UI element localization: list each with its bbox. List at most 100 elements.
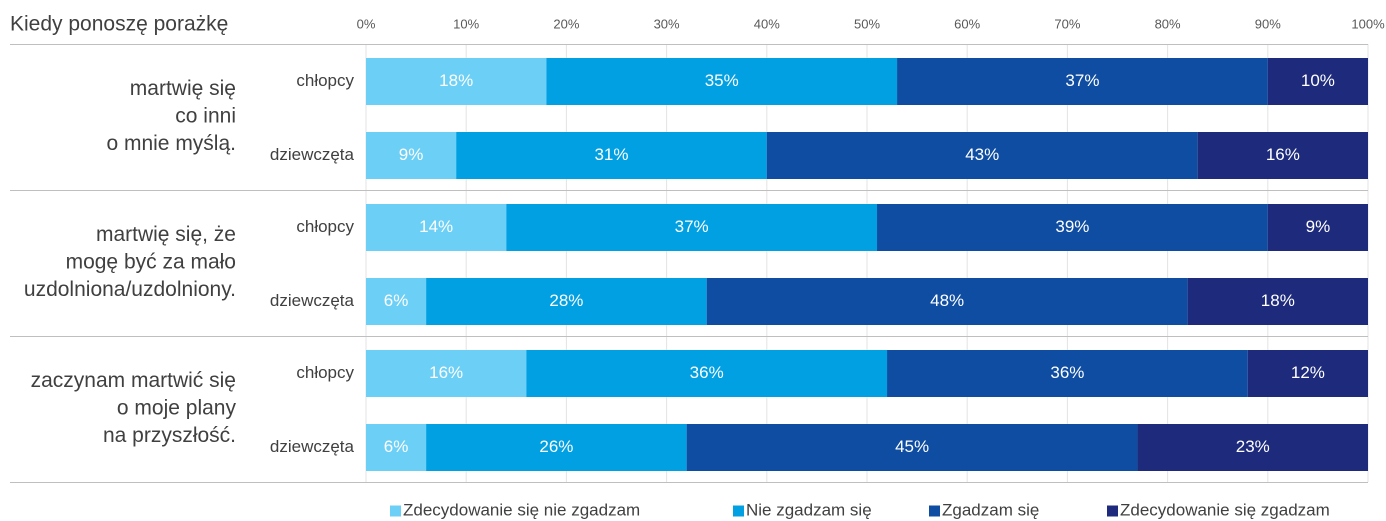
bar-segment — [426, 424, 687, 471]
legend-item: Zdecydowanie się zgadzam — [1107, 500, 1330, 519]
data-label: 9% — [399, 145, 424, 164]
bar-segment — [1267, 204, 1368, 251]
bar-category-label: chłopcy — [296, 71, 354, 90]
x-tick-label: 70% — [1054, 16, 1080, 31]
data-label: 26% — [539, 437, 573, 456]
bar-segment — [506, 204, 878, 251]
bar-segment — [1187, 278, 1368, 325]
legend-swatch — [929, 505, 940, 517]
legend-swatch — [1107, 505, 1118, 517]
data-label: 9% — [1306, 217, 1331, 236]
x-tick-label: 90% — [1255, 16, 1281, 31]
group-label-line: o moje plany — [117, 397, 237, 420]
data-label: 36% — [1050, 363, 1084, 382]
group-label-line: zaczynam martwić się — [31, 369, 236, 392]
data-label: 18% — [439, 71, 473, 90]
group-label-line: mogę być za mało — [66, 251, 236, 274]
bar-category-label: dziewczęta — [270, 145, 355, 164]
bar-segment — [366, 58, 547, 105]
group-label-line: o mnie myślą. — [106, 132, 236, 155]
bar-segment — [706, 278, 1188, 325]
bar-segment — [686, 424, 1138, 471]
group-label-line: co inni — [175, 105, 236, 128]
bar-segment — [1137, 424, 1368, 471]
data-label: 12% — [1291, 363, 1325, 382]
x-tick-label: 80% — [1155, 16, 1181, 31]
x-tick-label: 10% — [453, 16, 479, 31]
data-label: 48% — [930, 291, 964, 310]
bar-segment — [366, 278, 427, 325]
data-label: 6% — [384, 291, 409, 310]
bar-category-label: dziewczęta — [270, 291, 355, 310]
data-label: 37% — [1065, 71, 1099, 90]
group-label-line: martwię się — [130, 77, 236, 100]
legend-item: Zdecydowanie się nie zgadzam — [390, 500, 640, 519]
bar-category-label: dziewczęta — [270, 437, 355, 456]
bars: chłopcy 18% 35% 37% 10% dziewczęta 9% 31% 43% 16%… — [270, 58, 1368, 471]
bar-row: chłopcy 16% 36% 36% 12% — [296, 350, 1368, 397]
legend-swatch — [733, 505, 744, 517]
bar-segment — [456, 132, 767, 179]
bar-row: dziewczęta 6% 26% 45% 23% — [270, 424, 1368, 471]
bar-row: chłopcy 14% 37% 39% 9% — [296, 204, 1368, 251]
bar-segment — [1197, 132, 1368, 179]
legend-item: Zgadzam się — [929, 500, 1039, 519]
bar-category-label: chłopcy — [296, 363, 354, 382]
data-label: 16% — [1266, 145, 1300, 164]
x-tick-label: 20% — [553, 16, 579, 31]
x-tick-label: 60% — [954, 16, 980, 31]
bar-segment — [366, 424, 427, 471]
gridlines — [365, 44, 1369, 482]
bar-category-label: chłopcy — [296, 217, 354, 236]
legend-item: Nie zgadzam się — [733, 500, 872, 519]
data-label: 45% — [895, 437, 929, 456]
bar-segment — [526, 350, 888, 397]
group-separators — [10, 44, 1368, 483]
bar-row: chłopcy 18% 35% 37% 10% — [296, 58, 1368, 105]
legend-label: Zdecydowanie się zgadzam — [1120, 500, 1330, 519]
legend-label: Nie zgadzam się — [746, 500, 872, 519]
data-label: 16% — [429, 363, 463, 382]
bar-segment — [766, 132, 1198, 179]
data-label: 28% — [549, 291, 583, 310]
bar-segment — [366, 132, 457, 179]
bar-segment — [1267, 58, 1368, 105]
x-tick-label: 50% — [854, 16, 880, 31]
bar-segment — [877, 204, 1268, 251]
data-label: 35% — [705, 71, 739, 90]
legend-label: Zgadzam się — [942, 500, 1039, 519]
data-label: 39% — [1055, 217, 1089, 236]
data-label: 31% — [594, 145, 628, 164]
data-label: 10% — [1301, 71, 1335, 90]
legend: Zdecydowanie się nie zgadzam Nie zgadzam … — [390, 500, 1330, 519]
data-label: 23% — [1236, 437, 1270, 456]
bar-segment — [1247, 350, 1368, 397]
x-axis-tick-labels: 0% 10% 20% 30% 40% 50% 60% 70% 80% 90% 100% — [357, 16, 1385, 31]
bar-segment — [366, 350, 527, 397]
data-label: 37% — [675, 217, 709, 236]
group-label-line: na przyszłość. — [103, 424, 236, 447]
group-label-line: uzdolniona/uzdolniony. — [24, 278, 236, 301]
data-label: 6% — [384, 437, 409, 456]
data-label: 14% — [419, 217, 453, 236]
x-tick-label: 100% — [1351, 16, 1385, 31]
bar-row: dziewczęta 6% 28% 48% 18% — [270, 278, 1368, 325]
data-label: 36% — [690, 363, 724, 382]
bar-segment — [426, 278, 707, 325]
bar-segment — [897, 58, 1268, 105]
bar-segment — [366, 204, 507, 251]
legend-label: Zdecydowanie się nie zgadzam — [403, 500, 640, 519]
bar-segment — [887, 350, 1248, 397]
group-labels: martwię się co inni o mnie myślą. martwię s… — [24, 77, 237, 447]
bar-segment — [546, 58, 898, 105]
data-label: 18% — [1261, 291, 1295, 310]
group-label-line: martwię się, że — [96, 223, 236, 246]
data-label: 43% — [965, 145, 999, 164]
x-tick-label: 0% — [357, 16, 376, 31]
x-tick-label: 30% — [654, 16, 680, 31]
x-tick-label: 40% — [754, 16, 780, 31]
chart-title: Kiedy ponoszę porażkę — [10, 13, 228, 36]
legend-swatch — [390, 505, 401, 517]
bar-row: dziewczęta 9% 31% 43% 16% — [270, 132, 1368, 179]
